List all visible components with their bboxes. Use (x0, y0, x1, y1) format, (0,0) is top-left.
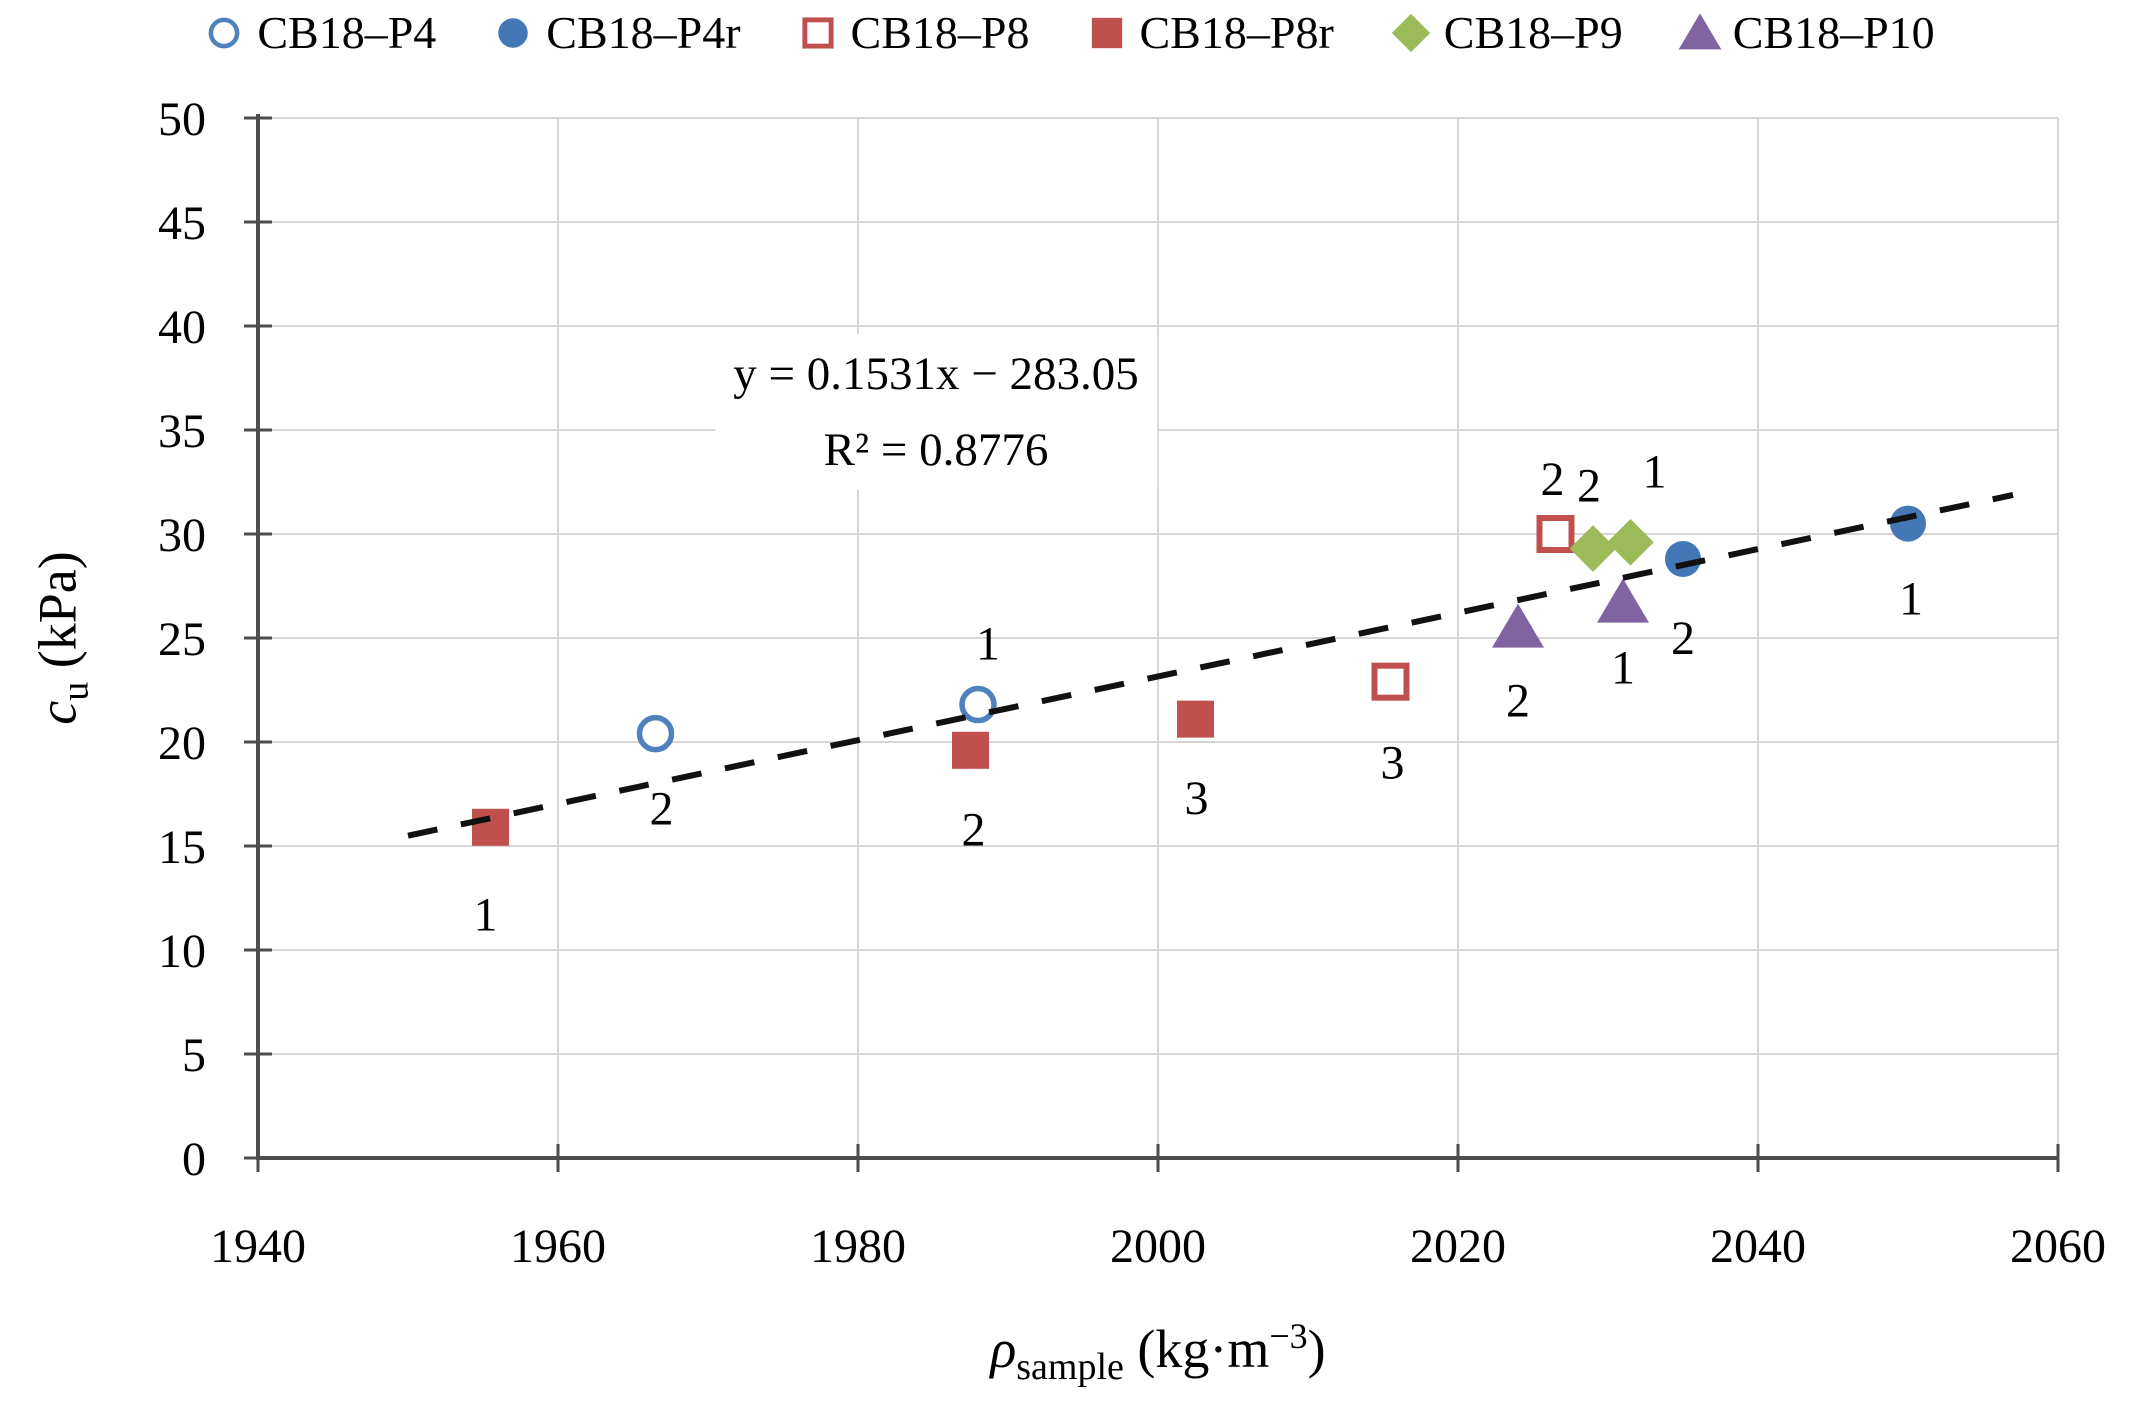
x-axis-title: ρsample (kg·m−3) (990, 1315, 1325, 1389)
x-tick-label: 1940 (210, 1220, 306, 1273)
y-tick-label: 25 (158, 613, 206, 666)
point-label: 2 (650, 783, 674, 836)
trendline-equation: y = 0.1531x − 283.05 R² = 0.8776 (715, 333, 1157, 491)
point-label: 1 (1611, 642, 1635, 695)
diamond-filled-legend-icon (1391, 13, 1430, 52)
point-label: 2 (1506, 675, 1530, 728)
square-filled-marker (1177, 700, 1214, 738)
trendline-equation-line1: y = 0.1531x − 283.05 (733, 347, 1139, 400)
point-CB18-P9-1: 1 (1607, 445, 1667, 566)
point-CB18-P8r-3: 3 (1177, 700, 1214, 825)
y-tick-label: 15 (158, 821, 206, 874)
y-tick-label: 35 (158, 405, 206, 458)
y-tick-label: 20 (158, 717, 206, 770)
diamond-marker (1607, 518, 1654, 566)
trendline (407, 492, 2014, 839)
point-label: 2 (1577, 460, 1601, 513)
circle-filled-marker (498, 17, 529, 48)
x-tick-label: 2020 (1410, 1220, 1506, 1273)
square-open-marker (1536, 515, 1575, 553)
y-tick-label: 10 (158, 925, 206, 978)
y-tick-label: 0 (182, 1133, 206, 1186)
point-label: 2 (1671, 612, 1695, 665)
point-label: 2 (1541, 453, 1565, 506)
circle-filled-legend-icon (498, 17, 529, 48)
point-CB18-P4-1: 1 (959, 618, 1000, 724)
legend-item-CB18-P8r: CB18–P8r (1084, 6, 1334, 59)
legend-label: CB18–P4 (257, 7, 437, 58)
square-filled-legend-icon (1091, 17, 1122, 48)
point-CB18-P10-2: 2 (1492, 603, 1544, 728)
square-open-marker (1371, 662, 1410, 701)
x-tick-label: 2040 (1710, 1220, 1806, 1273)
point-label: 1 (1899, 573, 1923, 626)
square-filled-marker (472, 808, 509, 846)
legend-item-CB18-P4r: CB18–P4r (490, 6, 741, 59)
circle-open-marker (208, 17, 240, 48)
point-CB18-P8-2: 2 (1536, 453, 1575, 553)
point-CB18-P8r-1: 1 (472, 808, 509, 941)
circle-open-marker (636, 714, 675, 753)
point-label: 2 (962, 803, 986, 856)
y-tick-label: 30 (158, 509, 206, 562)
x-axis-unit-post: ) (1307, 1319, 1326, 1380)
square-open-marker (801, 16, 834, 49)
y-axis-unit: (kPa) (27, 551, 88, 682)
legend-label: CB18–P10 (1732, 7, 1935, 58)
diamond-marker (1569, 525, 1617, 572)
point-CB18-P4-2: 2 (636, 714, 675, 836)
x-tick-label: 1960 (510, 1220, 606, 1273)
circle-open-legend-icon (208, 17, 240, 48)
y-axis-title: cu (kPa) (27, 551, 98, 724)
trendline-r-squared: R² = 0.8776 (823, 424, 1049, 476)
point-CB18-P9-2: 2 (1569, 460, 1617, 572)
chart-legend: CB18–P4 CB18–P4r CB18–P8 CB18–P8r CB18–P9 CB1… (0, 6, 2136, 59)
x-tick-label: 2000 (1110, 1220, 1206, 1273)
point-label: 3 (1185, 772, 1209, 825)
circle-filled-marker (1665, 540, 1701, 577)
point-label: 3 (1381, 737, 1405, 790)
x-tick-label: 2060 (2010, 1220, 2106, 1273)
x-tick-label: 1980 (810, 1220, 906, 1273)
square-filled-marker (1091, 17, 1122, 48)
point-CB18-P8r-2: 2 (952, 731, 989, 856)
point-label: 1 (474, 888, 498, 941)
circle-filled-marker (1890, 505, 1926, 542)
y-tick-label: 45 (158, 197, 206, 250)
circle-open-marker (959, 685, 997, 724)
x-axis-subscript: sample (1016, 1345, 1124, 1388)
legend-label: CB18–P8r (1139, 7, 1334, 58)
legend-label: CB18–P9 (1443, 7, 1623, 58)
legend-label: CB18–P4r (546, 7, 741, 58)
legend-item-CB18-P8: CB18–P8 (795, 6, 1030, 59)
point-label: 1 (1643, 445, 1667, 498)
square-open-legend-icon (801, 16, 834, 49)
y-tick-label: 5 (182, 1029, 206, 1082)
triangle-marker (1492, 603, 1544, 648)
diamond-marker (1391, 13, 1430, 52)
square-filled-marker (952, 731, 989, 769)
y-axis-symbol: c (27, 700, 88, 725)
point-CB18-P8-3: 3 (1371, 662, 1410, 790)
point-CB18-P10-1: 1 (1597, 578, 1649, 695)
x-axis-superscript: −3 (1269, 1316, 1308, 1357)
y-tick-label: 50 (158, 93, 206, 146)
triangle-marker (1678, 12, 1722, 49)
legend-item-CB18-P4: CB18–P4 (201, 6, 436, 59)
triangle-marker (1597, 578, 1649, 623)
point-CB18-P4r-2: 2 (1665, 540, 1701, 665)
y-axis-subscript: u (54, 681, 97, 701)
triangle-filled-legend-icon (1678, 12, 1722, 49)
legend-label: CB18–P8 (850, 7, 1030, 58)
y-tick-label: 40 (158, 301, 206, 354)
legend-item-CB18-P9: CB18–P9 (1388, 6, 1623, 59)
point-CB18-P4r-1: 1 (1890, 505, 1926, 626)
x-axis-symbol: ρ (990, 1319, 1017, 1380)
x-axis-unit-pre: (kg·m (1123, 1319, 1270, 1380)
legend-item-CB18-P10: CB18–P10 (1677, 6, 1935, 59)
point-label: 1 (976, 618, 1000, 671)
